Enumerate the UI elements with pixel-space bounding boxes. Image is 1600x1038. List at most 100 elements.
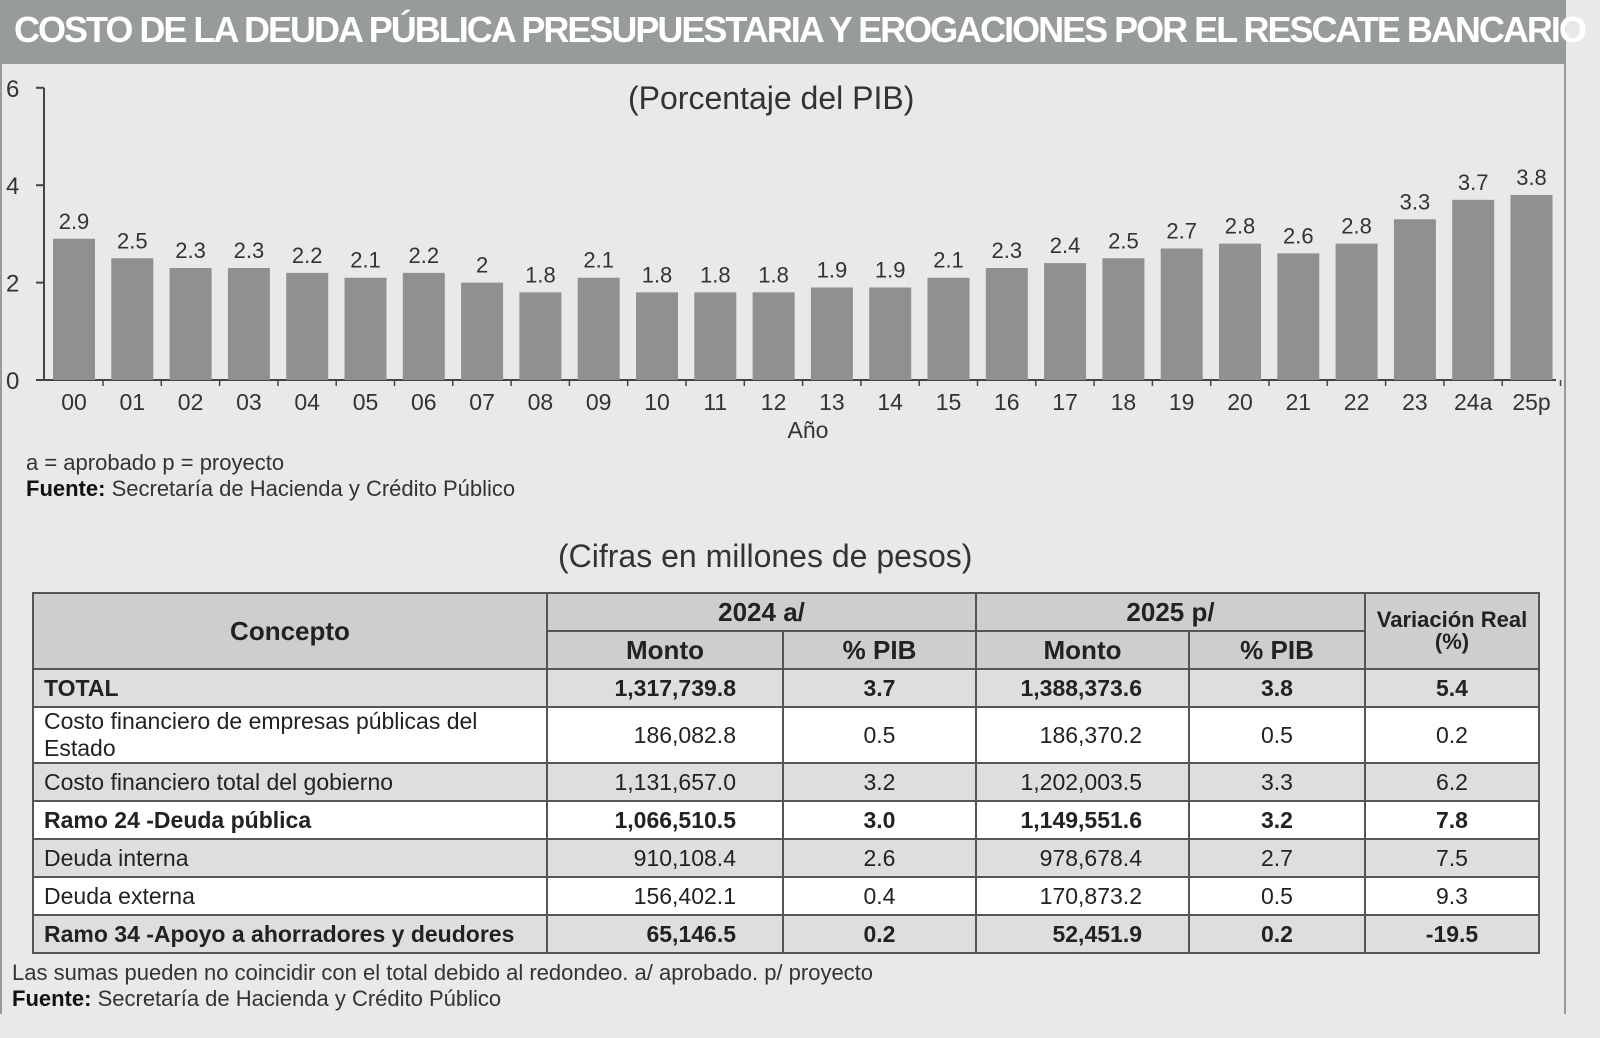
cell-monto-2025: 1,149,551.6 (975, 800, 1190, 840)
chart-subtitle: (Porcentaje del PIB) (628, 80, 915, 116)
x-tick-label: 21 (1286, 389, 1312, 415)
cell-variacion: 0.2 (1364, 706, 1540, 764)
table-row: Ramo 34 -Apoyo a ahorradores y deudores 6… (32, 914, 1540, 954)
table-subtitle: (Cifras en millones de pesos) (558, 538, 973, 574)
bar-chart: 02462.9002.5012.3022.3032.2042.1052.2062… (6, 76, 1562, 443)
bar (461, 282, 504, 380)
cell-variacion: 6.2 (1364, 762, 1540, 802)
x-tick-label: 25p (1512, 389, 1550, 415)
table-row: Ramo 24 -Deuda pública 1,066,510.5 3.0 1,14… (32, 800, 1540, 840)
x-tick-label: 05 (353, 389, 379, 415)
table-row: Costo financiero total del gobierno 1,131… (32, 762, 1540, 802)
bar (985, 267, 1028, 380)
table-source-label: Fuente: (12, 986, 92, 1011)
bar (1044, 263, 1087, 380)
y-tick-label: 6 (6, 76, 19, 103)
header-2025: 2025 p/ (975, 592, 1366, 632)
cell-pib-2025: 3.3 (1188, 762, 1366, 802)
x-tick-label: 14 (877, 389, 903, 415)
cell-pib-2024: 0.2 (782, 914, 977, 954)
bar (519, 292, 562, 380)
bar-value-label: 2.8 (1341, 214, 1372, 239)
x-tick-label: 12 (761, 389, 787, 415)
bar (810, 287, 853, 380)
cell-pib-2025: 0.5 (1188, 876, 1366, 916)
cell-concepto: Costo financiero total del gobierno (32, 762, 548, 802)
bar (1102, 258, 1145, 380)
x-tick-label: 04 (294, 389, 320, 415)
bar (1277, 253, 1320, 380)
cell-pib-2025: 2.7 (1188, 838, 1366, 878)
cell-monto-2024: 1,066,510.5 (546, 800, 784, 840)
header-monto-2024: Monto (546, 630, 784, 670)
header-2024: 2024 a/ (546, 592, 977, 632)
bar (694, 292, 737, 380)
bar-value-label: 3.8 (1516, 165, 1547, 190)
x-tick-label: 17 (1052, 389, 1078, 415)
cell-variacion: 7.8 (1364, 800, 1540, 840)
bar (636, 292, 678, 380)
table-row: Deuda interna 910,108.4 2.6 978,678.4 2.7 7.5 (32, 838, 1540, 878)
bar (53, 238, 95, 380)
bar (1335, 243, 1378, 380)
cell-monto-2024: 1,317,739.8 (546, 668, 784, 708)
bar-value-label: 2.3 (992, 238, 1023, 263)
bar-value-label: 2.1 (933, 248, 964, 273)
header-monto-2025: Monto (975, 630, 1190, 670)
x-tick-label: 20 (1227, 389, 1253, 415)
cell-monto-2024: 910,108.4 (546, 838, 784, 878)
cell-monto-2024: 1,131,657.0 (546, 762, 784, 802)
cell-monto-2024: 65,146.5 (546, 914, 784, 954)
bar (344, 277, 387, 380)
cell-variacion: -19.5 (1364, 914, 1540, 954)
bar-value-label: 2.2 (409, 243, 440, 268)
bar-value-label: 2.8 (1225, 214, 1256, 239)
cell-variacion: 9.3 (1364, 876, 1540, 916)
bar-value-label: 2 (476, 253, 488, 278)
chart-source: Secretaría de Hacienda y Crédito Público (111, 476, 516, 501)
bar (286, 272, 329, 380)
cell-monto-2025: 1,202,003.5 (975, 762, 1190, 802)
cell-variacion: 7.5 (1364, 838, 1540, 878)
cell-pib-2024: 3.0 (782, 800, 977, 840)
x-tick-label: 24a (1454, 389, 1493, 415)
chart-source-label: Fuente: (26, 476, 106, 501)
cell-pib-2024: 0.5 (782, 706, 977, 764)
bar-value-label: 2.2 (292, 243, 323, 268)
bar-value-label: 2.1 (583, 248, 614, 273)
cell-pib-2025: 0.2 (1188, 914, 1366, 954)
cell-pib-2024: 3.7 (782, 668, 977, 708)
bar-value-label: 2.4 (1050, 233, 1081, 258)
bar (1160, 248, 1203, 380)
bar (927, 277, 970, 380)
bar-value-label: 2.7 (1166, 219, 1197, 244)
cell-pib-2025: 0.5 (1188, 706, 1366, 764)
chart-legend-note: a = aprobado p = proyecto (26, 450, 285, 475)
table-source: Secretaría de Hacienda y Crédito Público (97, 986, 502, 1011)
bar-value-label: 1.9 (875, 257, 906, 282)
cell-monto-2025: 186,370.2 (975, 706, 1190, 764)
bar-value-label: 2.3 (234, 238, 265, 263)
header-concepto: Concepto (32, 592, 548, 670)
x-tick-label: 09 (586, 389, 612, 415)
cell-pib-2024: 3.2 (782, 762, 977, 802)
bar-value-label: 1.8 (758, 262, 789, 287)
cell-monto-2024: 156,402.1 (546, 876, 784, 916)
y-tick-label: 2 (6, 271, 19, 298)
cell-concepto: Ramo 24 -Deuda pública (32, 800, 548, 840)
cell-pib-2024: 0.4 (782, 876, 977, 916)
bar (752, 292, 795, 380)
bar (1219, 243, 1261, 380)
x-tick-label: 08 (528, 389, 554, 415)
y-tick-label: 0 (6, 368, 19, 395)
cell-variacion: 5.4 (1364, 668, 1540, 708)
bar (1510, 194, 1553, 380)
bar-value-label: 2.9 (59, 209, 90, 234)
x-tick-label: 23 (1402, 389, 1428, 415)
bar (1393, 219, 1436, 380)
table-footnote: Las sumas pueden no coincidir con el tot… (12, 960, 874, 985)
bar (402, 272, 445, 380)
frame (0, 64, 1566, 1014)
x-tick-label: 03 (236, 389, 262, 415)
x-tick-label: 07 (469, 389, 495, 415)
